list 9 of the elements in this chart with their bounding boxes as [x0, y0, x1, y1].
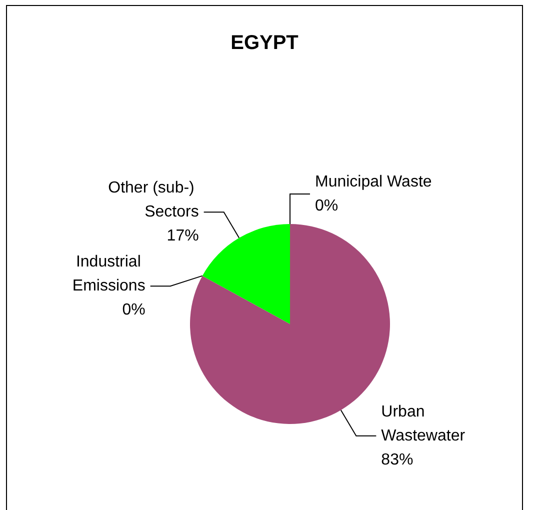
category-label: Municipal Waste: [315, 174, 432, 190]
data-label: 17%: [166, 228, 199, 245]
text: 0%: [315, 198, 338, 214]
text: 0%: [122, 302, 146, 319]
chart-title: EGYPT: [230, 32, 298, 54]
legend-label: Industrial Emissions: [72, 254, 146, 295]
slice-label: Urban Wastewater: [381, 403, 466, 444]
data-label: 83%: [381, 451, 414, 468]
slice-label: Other (sub-) Sectors: [108, 180, 199, 221]
